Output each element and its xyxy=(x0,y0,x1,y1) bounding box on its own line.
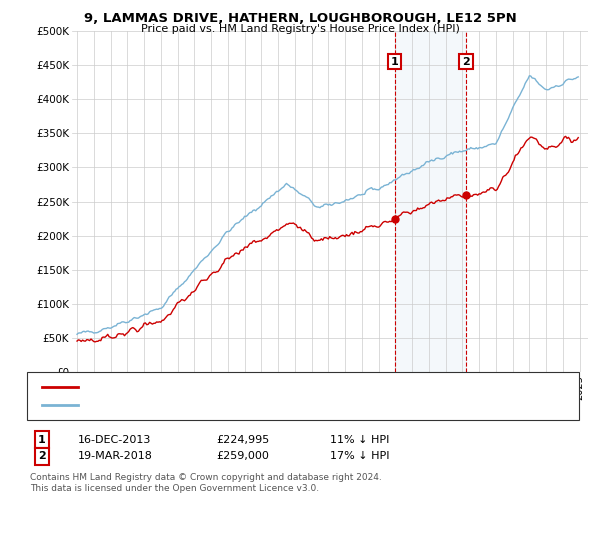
Text: 1: 1 xyxy=(38,435,46,445)
Text: 2: 2 xyxy=(38,451,46,461)
Text: 9, LAMMAS DRIVE, HATHERN, LOUGHBOROUGH, LE12 5PN (detached house): 9, LAMMAS DRIVE, HATHERN, LOUGHBOROUGH, … xyxy=(84,382,459,392)
Text: 19-MAR-2018: 19-MAR-2018 xyxy=(78,451,153,461)
Text: Contains HM Land Registry data © Crown copyright and database right 2024.
This d: Contains HM Land Registry data © Crown c… xyxy=(30,473,382,493)
Text: 11% ↓ HPI: 11% ↓ HPI xyxy=(330,435,389,445)
Text: £224,995: £224,995 xyxy=(216,435,269,445)
Bar xyxy=(395,31,466,372)
Text: £259,000: £259,000 xyxy=(216,451,269,461)
Text: HPI: Average price, detached house, Charnwood: HPI: Average price, detached house, Char… xyxy=(84,400,320,409)
Text: Price paid vs. HM Land Registry's House Price Index (HPI): Price paid vs. HM Land Registry's House … xyxy=(140,24,460,34)
Text: 16-DEC-2013: 16-DEC-2013 xyxy=(78,435,151,445)
Text: 1: 1 xyxy=(391,57,398,67)
Text: 9, LAMMAS DRIVE, HATHERN, LOUGHBOROUGH, LE12 5PN: 9, LAMMAS DRIVE, HATHERN, LOUGHBOROUGH, … xyxy=(83,12,517,25)
Text: 17% ↓ HPI: 17% ↓ HPI xyxy=(330,451,389,461)
Text: 2: 2 xyxy=(462,57,470,67)
